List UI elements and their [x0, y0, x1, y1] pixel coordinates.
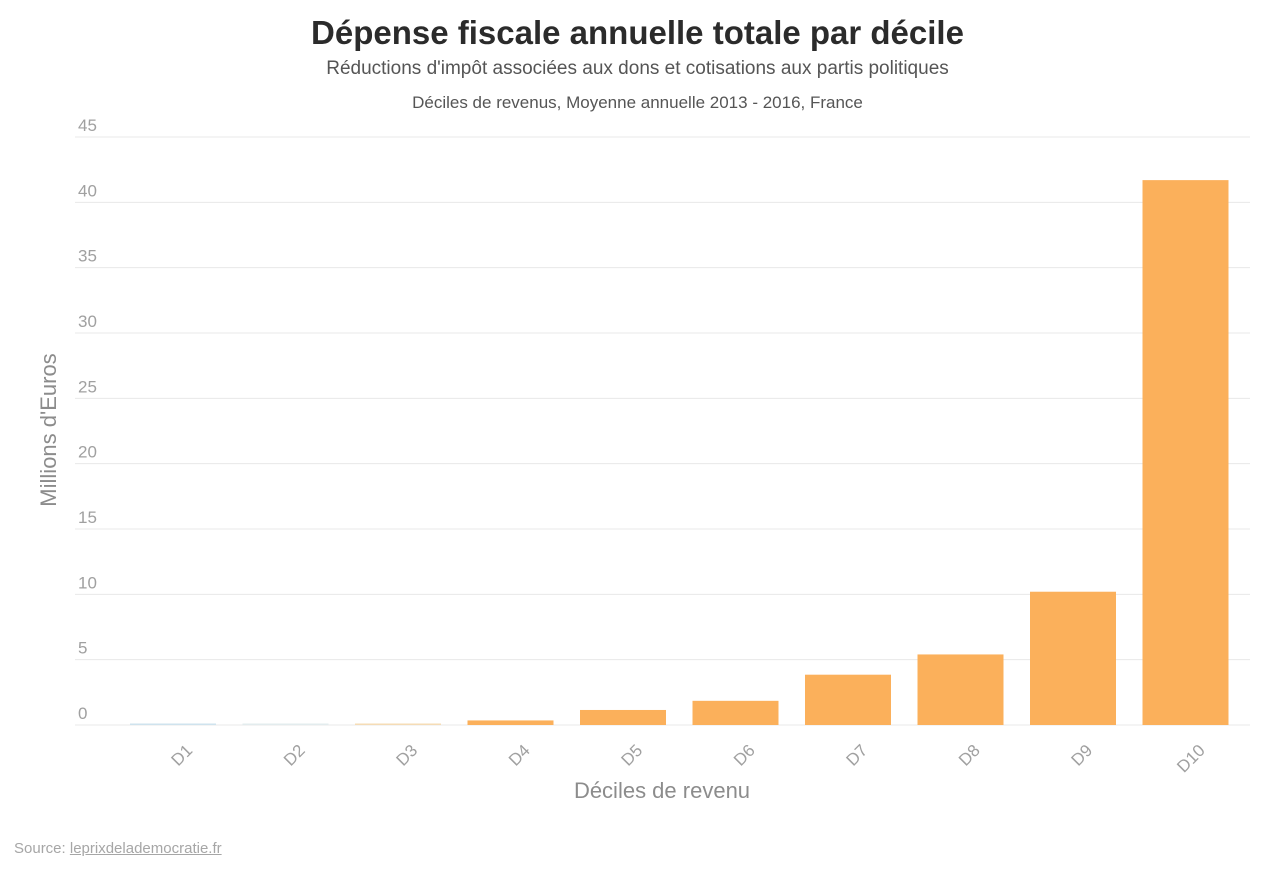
chart-subtitle: Réductions d'impôt associées aux dons et…: [326, 58, 949, 79]
source-link[interactable]: leprixdelademocratie.fr: [69, 840, 222, 857]
x-tick-label: D6: [730, 741, 759, 770]
gridlines: [75, 136, 1250, 726]
source-label: Source:: [14, 840, 66, 857]
bar-d7[interactable]: [805, 674, 891, 725]
bar-d8[interactable]: [917, 654, 1004, 725]
bar-d5[interactable]: [580, 709, 666, 725]
y-tick-label: 10: [78, 573, 97, 592]
x-tick-label: D1: [168, 741, 197, 770]
x-axis-ticks: D1 D2 D3 D4 D5 D6 D7 D8 D9 D10: [168, 741, 1209, 776]
x-tick-label: D8: [955, 741, 984, 770]
y-tick-label: 20: [78, 443, 97, 462]
x-tick-label: D7: [843, 741, 872, 770]
x-tick-label: D2: [280, 741, 309, 770]
bar-d1[interactable]: [130, 723, 216, 726]
y-tick-label: 45: [78, 116, 97, 135]
x-tick-label: D10: [1173, 741, 1208, 776]
y-tick-label: 15: [78, 508, 97, 527]
bar-d10[interactable]: [1142, 180, 1229, 725]
x-tick-label: D4: [505, 741, 534, 770]
x-axis-title: Déciles de revenu: [574, 778, 750, 803]
bar-d2[interactable]: [242, 723, 329, 726]
y-axis-title: Millions d'Euros: [36, 353, 61, 506]
y-tick-label: 5: [78, 639, 87, 658]
chart-note: Déciles de revenus, Moyenne annuelle 201…: [412, 93, 863, 112]
y-axis-ticks: 0 5 10 15 20 25 30 35 40 45: [78, 116, 97, 723]
y-tick-label: 25: [78, 377, 97, 396]
y-tick-label: 35: [78, 247, 97, 266]
bar-d4[interactable]: [467, 720, 554, 725]
bar-d6[interactable]: [692, 700, 779, 725]
bar-d9[interactable]: [1030, 591, 1116, 725]
bar-d3[interactable]: [355, 723, 441, 726]
x-tick-label: D9: [1068, 741, 1097, 770]
x-tick-label: D5: [618, 741, 647, 770]
chart-title: Dépense fiscale annuelle totale par déci…: [311, 14, 964, 51]
bar-chart: 0 5 10 15 20 25 30 35 40 45 D1 D2 D3 D4 D5 D6 D7 D8 D9 D10…: [36, 116, 1250, 803]
bars: [130, 180, 1229, 725]
y-tick-label: 40: [78, 181, 97, 200]
y-tick-label: 30: [78, 312, 97, 331]
source-note: Source: leprixdelademocratie.fr: [14, 840, 222, 857]
x-tick-label: D3: [393, 741, 422, 770]
y-tick-label: 0: [78, 704, 87, 723]
